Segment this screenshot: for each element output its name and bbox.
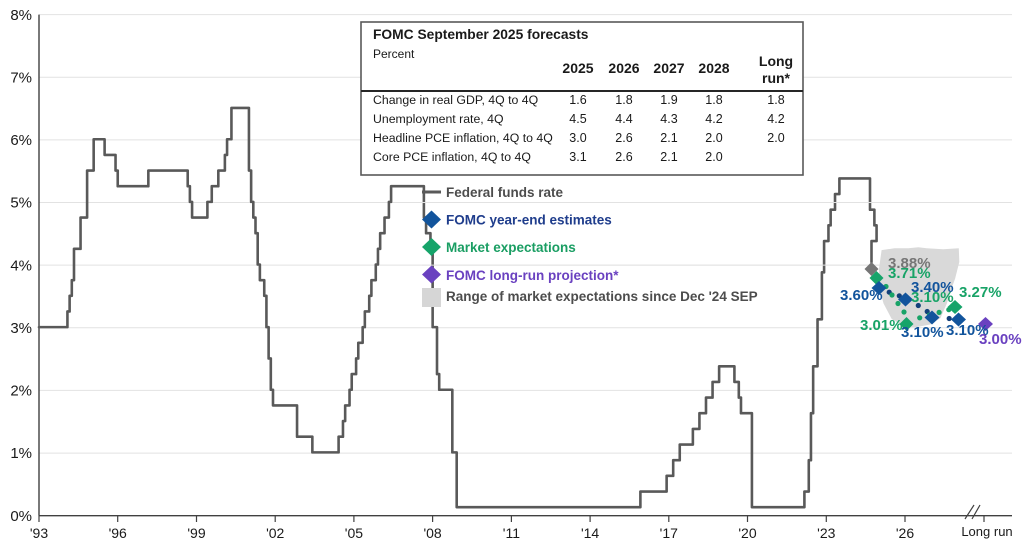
svg-text:2027: 2027 bbox=[653, 60, 684, 76]
svg-text:'99: '99 bbox=[187, 525, 205, 541]
svg-text:2.1: 2.1 bbox=[660, 131, 677, 145]
svg-text:1.9: 1.9 bbox=[660, 93, 677, 107]
svg-text:Percent: Percent bbox=[373, 47, 415, 61]
svg-text:'26: '26 bbox=[896, 525, 914, 541]
svg-text:1%: 1% bbox=[10, 445, 32, 462]
svg-text:3.27%: 3.27% bbox=[959, 284, 1002, 301]
svg-text:'08: '08 bbox=[423, 525, 441, 541]
svg-text:Headline PCE inflation, 4Q to: Headline PCE inflation, 4Q to 4Q bbox=[373, 131, 553, 145]
svg-text:Range of market expectations s: Range of market expectations since Dec '… bbox=[446, 289, 758, 304]
svg-text:8%: 8% bbox=[10, 7, 32, 24]
svg-text:3%: 3% bbox=[10, 320, 32, 337]
svg-text:2.0: 2.0 bbox=[705, 150, 722, 164]
svg-text:Core PCE inflation, 4Q to 4Q: Core PCE inflation, 4Q to 4Q bbox=[373, 150, 531, 164]
svg-text:'96: '96 bbox=[109, 525, 127, 541]
svg-text:FOMC long-run projection*: FOMC long-run projection* bbox=[446, 268, 619, 283]
svg-text:'05: '05 bbox=[345, 525, 363, 541]
svg-text:Long: Long bbox=[759, 53, 793, 69]
svg-text:3.10%: 3.10% bbox=[901, 324, 944, 341]
svg-text:FOMC September 2025 forecasts: FOMC September 2025 forecasts bbox=[373, 27, 589, 42]
svg-text:6%: 6% bbox=[10, 132, 32, 149]
svg-text:4.3: 4.3 bbox=[660, 112, 677, 126]
svg-text:4.2: 4.2 bbox=[767, 112, 784, 126]
svg-text:'11: '11 bbox=[503, 525, 520, 541]
svg-text:4.5: 4.5 bbox=[569, 112, 586, 126]
svg-text:'02: '02 bbox=[266, 525, 284, 541]
svg-text:'23: '23 bbox=[817, 525, 835, 541]
svg-text:2.0: 2.0 bbox=[705, 131, 722, 145]
svg-text:1.8: 1.8 bbox=[705, 93, 722, 107]
svg-text:2%: 2% bbox=[10, 383, 32, 400]
svg-text:1.8: 1.8 bbox=[767, 93, 784, 107]
svg-text:4%: 4% bbox=[10, 257, 32, 274]
svg-text:'17: '17 bbox=[660, 525, 678, 541]
svg-text:3.00%: 3.00% bbox=[979, 331, 1022, 348]
svg-text:Market expectations: Market expectations bbox=[446, 240, 576, 255]
svg-text:3.0: 3.0 bbox=[569, 131, 586, 145]
svg-text:1.8: 1.8 bbox=[615, 93, 632, 107]
svg-text:FOMC year-end estimates: FOMC year-end estimates bbox=[446, 213, 612, 228]
svg-text:2.0: 2.0 bbox=[767, 131, 784, 145]
svg-text:'14: '14 bbox=[581, 525, 599, 541]
svg-text:1.6: 1.6 bbox=[569, 93, 586, 107]
svg-text:Long run: Long run bbox=[961, 524, 1012, 539]
svg-text:run*: run* bbox=[762, 70, 791, 86]
svg-text:2.6: 2.6 bbox=[615, 150, 632, 164]
svg-text:2026: 2026 bbox=[608, 60, 639, 76]
svg-text:3.10%: 3.10% bbox=[911, 289, 954, 306]
svg-text:Change in real GDP, 4Q to 4Q: Change in real GDP, 4Q to 4Q bbox=[373, 93, 538, 107]
svg-text:2.6: 2.6 bbox=[615, 131, 632, 145]
svg-text:3.60%: 3.60% bbox=[840, 287, 883, 304]
svg-text:4.4: 4.4 bbox=[615, 112, 632, 126]
svg-text:2025: 2025 bbox=[562, 60, 593, 76]
svg-text:0%: 0% bbox=[10, 508, 32, 525]
svg-text:3.1: 3.1 bbox=[569, 150, 586, 164]
svg-text:4.2: 4.2 bbox=[705, 112, 722, 126]
svg-text:7%: 7% bbox=[10, 70, 32, 87]
svg-text:Unemployment rate, 4Q: Unemployment rate, 4Q bbox=[373, 112, 504, 126]
svg-text:'20: '20 bbox=[738, 525, 756, 541]
svg-text:3.01%: 3.01% bbox=[860, 317, 903, 334]
svg-text:5%: 5% bbox=[10, 195, 32, 212]
svg-text:'93: '93 bbox=[30, 525, 48, 541]
svg-text:2.1: 2.1 bbox=[660, 150, 677, 164]
svg-text:Federal funds rate: Federal funds rate bbox=[446, 185, 564, 200]
svg-text:2028: 2028 bbox=[698, 60, 729, 76]
